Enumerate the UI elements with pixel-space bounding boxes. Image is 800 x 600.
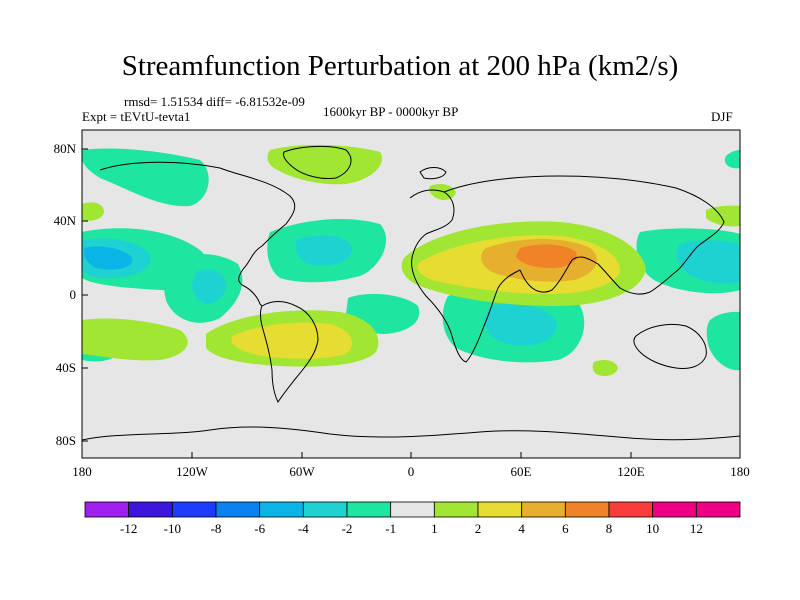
lon-label-180w: 180 [72, 464, 92, 479]
coastlines [82, 145, 740, 441]
coast-arctic-islands [419, 167, 447, 180]
period-label: 1600kyr BP - 0000kyr BP [323, 104, 459, 119]
coast-greenland [283, 145, 352, 179]
colorbar-swatch [521, 501, 566, 518]
colorbar-swatch [652, 501, 697, 518]
colorbar-swatch [695, 501, 741, 518]
lat-label-40s: 40S [56, 360, 76, 375]
coast-south-america [260, 301, 319, 403]
colorbar-label: 12 [690, 521, 703, 536]
lon-label-120e: 120E [617, 464, 645, 479]
figure-title: Streamfunction Perturbation at 200 hPa (… [121, 50, 679, 82]
field-south-pacific-pos [82, 318, 188, 361]
colorbar-swatch [84, 501, 130, 518]
field-west-pacific-pos [82, 202, 104, 221]
colorbar-label: -1 [385, 521, 396, 536]
lon-label-60w: 60W [289, 464, 315, 479]
field-indian-neg2 [484, 303, 557, 346]
colorbar-swatch [128, 501, 173, 518]
lat-label-40n: 40N [54, 213, 77, 228]
field-atlantic-neg2 [295, 235, 353, 266]
lat-label-80s: 80S [56, 433, 76, 448]
field-south-pacific-east-neg [706, 311, 740, 371]
lon-label-0: 0 [408, 464, 415, 479]
colorbar-swatch [564, 501, 610, 518]
season-label: DJF [711, 109, 733, 124]
colorbar-label: -12 [120, 521, 137, 536]
colorbar-label: 2 [475, 521, 482, 536]
lat-label-0: 0 [70, 287, 77, 302]
axis-ticks [81, 148, 741, 458]
colorbar-label: -4 [298, 521, 309, 536]
colorbar-label: -8 [211, 521, 222, 536]
coast-europe-africa [409, 189, 521, 363]
stats-text: rmsd= 1.51534 diff= -6.81532e-09 [124, 94, 305, 109]
colorbar-swatch [477, 501, 523, 518]
field-north-europe-neg [724, 150, 740, 169]
field-asia-pos4 [516, 244, 577, 268]
colorbar-swatch [433, 501, 479, 518]
colorbar-label: -10 [164, 521, 181, 536]
colorbar-label: 8 [606, 521, 613, 536]
field-east-pacific-neg2 [192, 269, 227, 304]
colorbar-swatch [390, 501, 435, 518]
lon-label-180e: 180 [730, 464, 750, 479]
colorbar-label: -6 [254, 521, 265, 536]
lon-label-60e: 60E [511, 464, 532, 479]
colorbar-swatch [608, 501, 654, 518]
coast-north-america [99, 161, 296, 307]
field-west-pacific-neg2 [676, 240, 740, 284]
colorbar-swatch [215, 501, 261, 518]
field-north-atlantic-pos [706, 205, 740, 227]
colorbar-label: 4 [518, 521, 525, 536]
contour-fields [82, 144, 740, 376]
colorbar-swatch [259, 501, 304, 518]
coast-antarctica [82, 426, 740, 441]
lon-label-120w: 120W [176, 464, 209, 479]
colorbar-swatch [302, 501, 348, 518]
colorbar-swatch [346, 501, 392, 518]
field-north-pacific-neg3 [84, 246, 133, 270]
field-greenland-pos [267, 144, 383, 185]
colorbar-label: 10 [646, 521, 659, 536]
coast-australia [633, 323, 707, 369]
experiment-label: Expt = tEVtU-tevta1 [82, 109, 191, 124]
colorbar-label: -2 [342, 521, 353, 536]
field-south-ocean-pos [592, 360, 618, 376]
colorbar: -12 -10 -8 -6 -4 -2 -1 1 2 4 6 8 10 12 [84, 501, 741, 536]
colorbar-label: 1 [431, 521, 438, 536]
coast-asia [443, 175, 725, 295]
colorbar-label: 6 [562, 521, 569, 536]
colorbar-swatch [171, 501, 217, 518]
field-south-america-pos2 [231, 322, 353, 359]
lat-label-80n: 80N [54, 141, 77, 156]
